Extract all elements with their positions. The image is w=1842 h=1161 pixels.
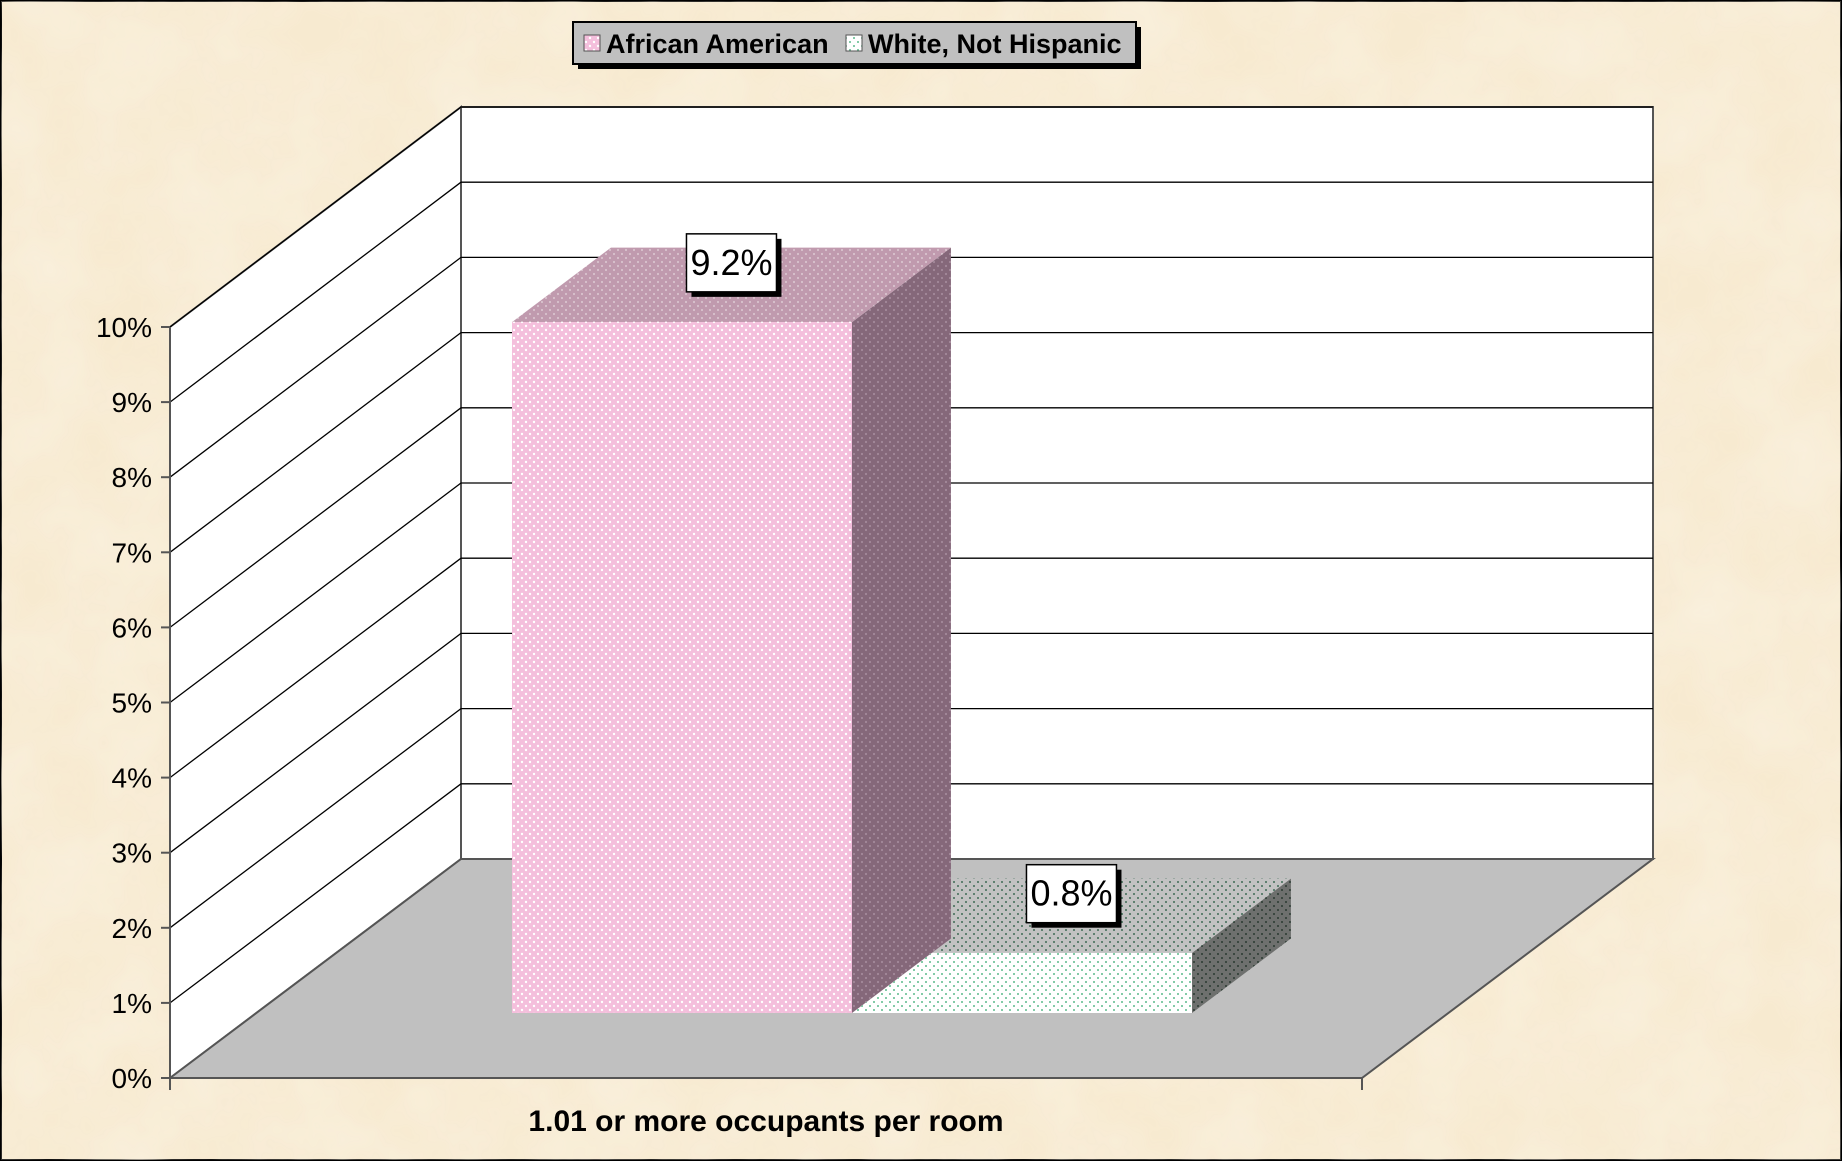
- bar-side-african-american: [852, 247, 951, 1013]
- data-labels: 9.2% 0.8%: [685, 233, 1122, 928]
- gridline-side: [169, 557, 462, 779]
- bars: [512, 247, 1291, 1014]
- legend-swatch-african-american: [583, 34, 601, 52]
- data-label-african-american: 9.2%: [690, 242, 772, 283]
- gridline-side: [169, 106, 462, 328]
- gridline-side: [169, 332, 462, 553]
- y-tick-label: 8%: [112, 462, 152, 493]
- y-tick-label: 3%: [112, 838, 152, 869]
- gridline-side: [169, 407, 462, 628]
- data-label-white-not-hispanic: 0.8%: [1030, 873, 1112, 914]
- legend-box: [572, 21, 1137, 65]
- y-tick-labels: 0% 1% 2% 3% 4% 5% 6% 7% 8% 9% 10%: [96, 312, 170, 1094]
- category-label: 1.01 or more occupants per room: [528, 1105, 1003, 1138]
- legend-swatch-white-not-hispanic: [845, 34, 863, 52]
- gridline-side: [169, 783, 462, 1004]
- y-tick-label: 2%: [112, 913, 152, 944]
- legend: African American White, Not Hispanic: [572, 21, 1141, 69]
- bar-front-african-american: [512, 322, 852, 1014]
- y-tick-label: 7%: [112, 537, 152, 568]
- gridline-side: [169, 632, 462, 854]
- bar-side-white-not-hispanic: [1192, 878, 1291, 1013]
- y-tick-label: 9%: [112, 387, 152, 418]
- gridline-side: [169, 708, 462, 929]
- gridline-side: [169, 181, 462, 403]
- y-tick-label: 6%: [112, 612, 152, 643]
- y-tick-label: 1%: [112, 988, 152, 1019]
- y-tick-label: 4%: [112, 763, 152, 794]
- legend-label-african-american: African American: [606, 29, 829, 59]
- y-tick-label: 0%: [112, 1063, 152, 1094]
- gridline-side: [169, 256, 462, 478]
- data-label-box-white-not-hispanic: [1025, 863, 1118, 924]
- legend-label-white-not-hispanic: White, Not Hispanic: [868, 29, 1122, 59]
- y-tick-label: 10%: [96, 312, 152, 343]
- y-tick-label: 5%: [112, 688, 152, 719]
- data-label-box-african-american: [685, 233, 778, 293]
- gridline-side: [169, 482, 462, 704]
